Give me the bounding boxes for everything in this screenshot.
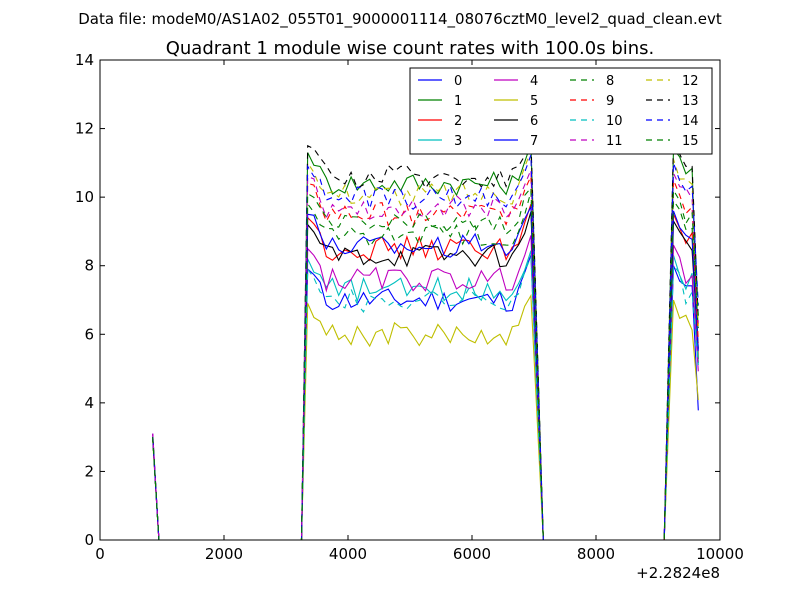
plot-frame [99, 59, 721, 541]
legend-label-8: 8 [606, 74, 614, 89]
series-line-14 [152, 154, 699, 541]
x-tick-label: 2000 [205, 545, 243, 563]
legend-label-12: 12 [682, 74, 699, 89]
series-line-1 [152, 143, 699, 541]
x-tick-label: 0 [95, 545, 105, 563]
x-tick-label: 4000 [329, 545, 367, 563]
y-tick-label: 10 [75, 188, 94, 206]
y-tick-label: 8 [84, 257, 94, 275]
legend-label-2: 2 [454, 114, 462, 129]
legend-label-10: 10 [606, 114, 623, 129]
legend-label-1: 1 [454, 94, 462, 109]
legend-label-5: 5 [530, 94, 538, 109]
series-line-5 [152, 293, 699, 541]
x-tick-label: 6000 [453, 545, 491, 563]
series-line-12 [152, 151, 699, 541]
legend-label-13: 13 [682, 94, 699, 109]
legend-label-11: 11 [606, 134, 623, 149]
y-tick-label: 4 [84, 394, 94, 412]
series-line-2 [152, 204, 699, 541]
legend-label-9: 9 [606, 94, 614, 109]
y-tick-label: 12 [75, 120, 94, 138]
series-line-6 [152, 211, 699, 541]
x-offset-label: +2.2824e8 [636, 564, 720, 582]
series-line-4 [152, 235, 699, 541]
series-line-3 [152, 250, 699, 541]
legend-label-7: 7 [530, 134, 538, 149]
legend-label-14: 14 [682, 114, 699, 129]
legend-label-6: 6 [530, 114, 538, 129]
series-line-10 [152, 256, 699, 541]
series-line-9 [152, 176, 699, 541]
x-tick-label: 8000 [577, 545, 615, 563]
legend-label-0: 0 [454, 74, 462, 89]
legend-label-3: 3 [454, 134, 462, 149]
series-line-11 [152, 169, 699, 541]
chart-title: Quadrant 1 module wise count rates with … [166, 38, 655, 59]
y-tick-label: 14 [75, 51, 94, 69]
plot-area [152, 139, 699, 541]
series-line-13 [152, 139, 699, 541]
y-tick-label: 6 [84, 325, 94, 343]
chart-suptitle: Data file: modeM0/AS1A02_055T01_90000011… [78, 10, 722, 29]
series-line-15 [152, 186, 699, 541]
series-line-8 [152, 191, 699, 541]
x-tick-label: 10000 [696, 545, 744, 563]
series-line-0 [152, 255, 699, 541]
y-tick-label: 0 [84, 531, 94, 549]
series-line-7 [152, 204, 699, 541]
legend-label-15: 15 [682, 134, 699, 149]
legend-label-4: 4 [530, 74, 538, 89]
y-tick-label: 2 [84, 462, 94, 480]
